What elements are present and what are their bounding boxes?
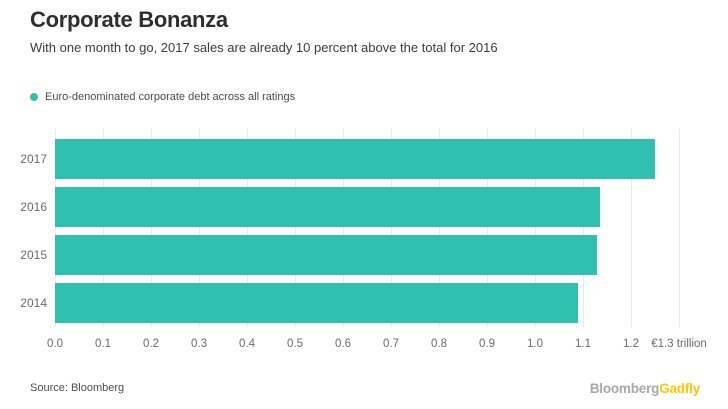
y-axis-label: 2015 — [20, 248, 47, 262]
brand-bloomberg: Bloomberg — [589, 381, 660, 396]
legend-marker-icon — [30, 93, 38, 101]
y-axis-label: 2014 — [20, 296, 47, 310]
bar-2017 — [55, 139, 655, 179]
gridline — [391, 129, 392, 327]
bar-2015 — [55, 235, 598, 275]
x-axis-label: €1.3 trillion — [651, 338, 707, 350]
x-axis-label: 0.8 — [431, 338, 447, 350]
gridline — [103, 129, 104, 327]
bar-2016 — [55, 187, 600, 227]
x-axis-label: 0.2 — [143, 338, 159, 350]
bar-2014 — [55, 283, 579, 323]
gridline — [151, 129, 152, 327]
gridline — [199, 129, 200, 327]
bloomberg-gadfly-logo: BloombergGadfly — [590, 381, 700, 396]
gridline — [535, 129, 536, 327]
chart-title: Corporate Bonanza — [30, 7, 228, 32]
gridline — [343, 129, 344, 327]
x-axis-label: 1.2 — [623, 338, 639, 350]
x-axis-label: 0.7 — [383, 338, 399, 350]
gridline — [439, 129, 440, 327]
gridline — [295, 129, 296, 327]
source-note: Source: Bloomberg — [30, 382, 125, 394]
legend-label: Euro-denominated corporate debt across a… — [45, 91, 296, 103]
x-axis-label: 0.1 — [95, 338, 111, 350]
gridline — [55, 129, 56, 327]
gridline — [247, 129, 248, 327]
y-axis-label: 2017 — [20, 152, 47, 166]
gridline — [631, 129, 632, 327]
x-axis-label: 1.1 — [575, 338, 591, 350]
x-axis-label: 0.0 — [47, 338, 63, 350]
x-axis-label: 1.0 — [527, 338, 543, 350]
x-axis-label: 0.5 — [287, 338, 303, 350]
gridline — [487, 129, 488, 327]
y-axis-label: 2016 — [20, 200, 47, 214]
gridline — [583, 129, 584, 327]
x-axis-label: 0.6 — [335, 338, 351, 350]
x-axis-label: 0.3 — [191, 338, 207, 350]
x-axis-label: 0.9 — [479, 338, 495, 350]
gridline — [679, 129, 680, 327]
chart-subtitle: With one month to go, 2017 sales are alr… — [30, 40, 498, 55]
brand-gadfly: Gadfly — [659, 381, 700, 396]
x-axis-label: 0.4 — [239, 338, 255, 350]
legend: Euro-denominated corporate debt across a… — [30, 91, 295, 103]
